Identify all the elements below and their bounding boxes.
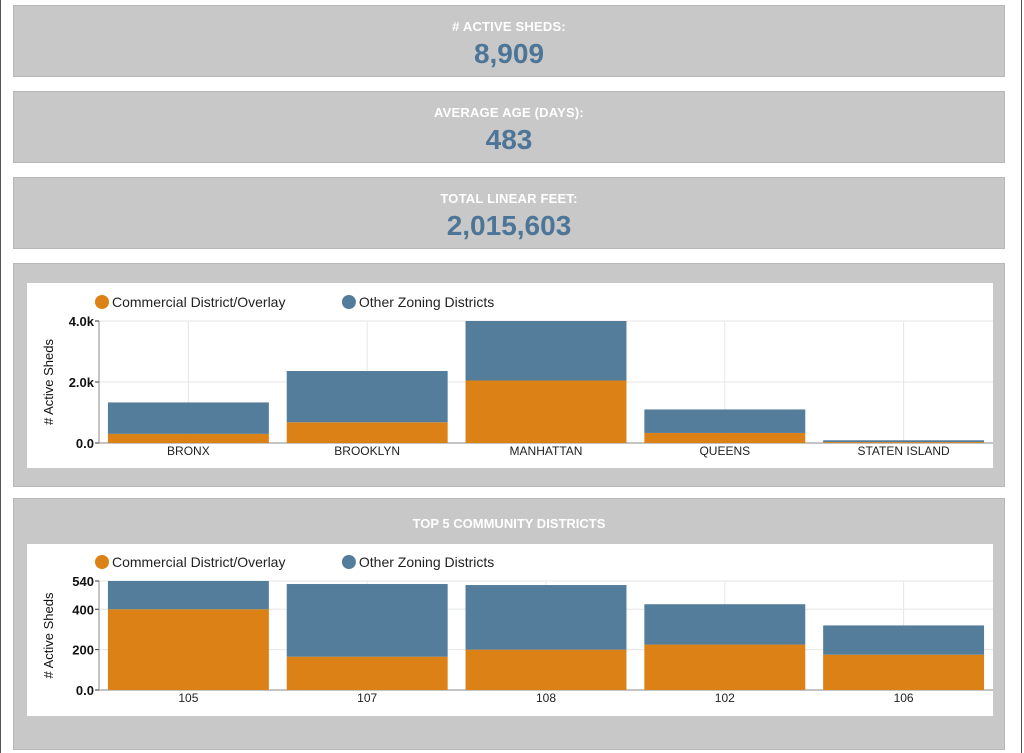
x-tick-label: MANHATTAN — [510, 444, 583, 458]
kpi-total-linear-feet-value: 2,015,603 — [446, 210, 572, 241]
bar-other-brooklyn — [286, 371, 448, 423]
borough-chart-card: Commercial District/Overlay Other Zoning … — [27, 283, 993, 468]
bar-commercial-staten-island — [823, 442, 985, 443]
borough-chart-panel: Commercial District/Overlay Other Zoning … — [13, 263, 1005, 487]
bar-commercial-106 — [823, 654, 985, 690]
bar-commercial-queens — [644, 432, 806, 443]
y-tick-label: 200 — [72, 643, 94, 658]
legend-swatch — [341, 295, 356, 309]
bar-other-105 — [107, 581, 269, 610]
bar-commercial-105 — [107, 609, 269, 690]
borough-chart: Commercial District/Overlay Other Zoning … — [41, 294, 993, 458]
kpi-active-sheds-value: 8,909 — [473, 38, 545, 69]
community-district-chart-card: Commercial District/Overlay Other Zoning … — [27, 544, 993, 716]
kpi-average-age: AVERAGE AGE (DAYS): 483 — [13, 91, 1005, 163]
y-axis-label: # Active Sheds — [41, 592, 56, 678]
x-tick-label: 108 — [536, 691, 556, 705]
legend-label: Other Zoning Districts — [359, 294, 494, 310]
y-axis-label: # Active Sheds — [41, 339, 56, 425]
x-tick-label: BROOKLYN — [334, 444, 400, 458]
bar-other-107 — [286, 584, 448, 657]
y-tick-label: 2.0k — [69, 375, 95, 390]
bar-other-106 — [823, 625, 985, 655]
legend-label: Commercial District/Overlay — [112, 554, 285, 570]
community-district-chart-panel: TOP 5 COMMUNITY DISTRICTS Commercial Dis… — [13, 498, 1005, 750]
y-tick-label: 0.0 — [76, 683, 94, 698]
x-tick-label: BRONX — [167, 444, 210, 458]
kpi-average-age-value: 483 — [485, 124, 533, 155]
kpi-total-linear-feet-label: TOTAL LINEAR FEET: — [440, 191, 578, 206]
legend-label: Commercial District/Overlay — [112, 294, 285, 310]
x-tick-label: STATEN ISLAND — [857, 444, 950, 458]
bar-other-bronx — [107, 402, 269, 434]
bar-commercial-brooklyn — [286, 422, 448, 443]
x-tick-label: 105 — [178, 691, 198, 705]
community-district-chart-title: TOP 5 COMMUNITY DISTRICTS — [412, 516, 606, 531]
bar-other-queens — [644, 409, 806, 433]
bar-commercial-manhattan — [465, 380, 627, 443]
legend-swatch — [95, 555, 109, 569]
legend-swatch — [341, 555, 356, 569]
x-tick-label: 106 — [894, 691, 914, 705]
y-tick-label: 540 — [72, 574, 94, 589]
kpi-average-age-label: AVERAGE AGE (DAYS): — [434, 105, 584, 120]
bar-commercial-bronx — [107, 433, 269, 443]
y-tick-label: 0.0 — [76, 436, 94, 451]
bar-commercial-107 — [286, 656, 448, 690]
community-district-chart: Commercial District/Overlay Other Zoning … — [41, 554, 993, 705]
bar-other-108 — [465, 585, 627, 650]
y-tick-label: 4.0k — [69, 314, 95, 329]
legend-label: Other Zoning Districts — [359, 554, 494, 570]
kpi-total-linear-feet: TOTAL LINEAR FEET: 2,015,603 — [13, 177, 1005, 249]
kpi-active-sheds: # ACTIVE SHEDS: 8,909 — [13, 5, 1005, 77]
kpi-active-sheds-label: # ACTIVE SHEDS: — [452, 19, 566, 34]
legend-swatch — [95, 295, 109, 309]
y-tick-label: 400 — [72, 602, 94, 617]
x-tick-label: QUEENS — [699, 444, 750, 458]
x-tick-label: 102 — [715, 691, 735, 705]
bar-other-staten-island — [823, 440, 985, 443]
bar-commercial-102 — [644, 644, 806, 690]
bar-other-102 — [644, 604, 806, 645]
bar-other-manhattan — [465, 321, 627, 381]
bar-commercial-108 — [465, 649, 627, 690]
x-tick-label: 107 — [357, 691, 377, 705]
